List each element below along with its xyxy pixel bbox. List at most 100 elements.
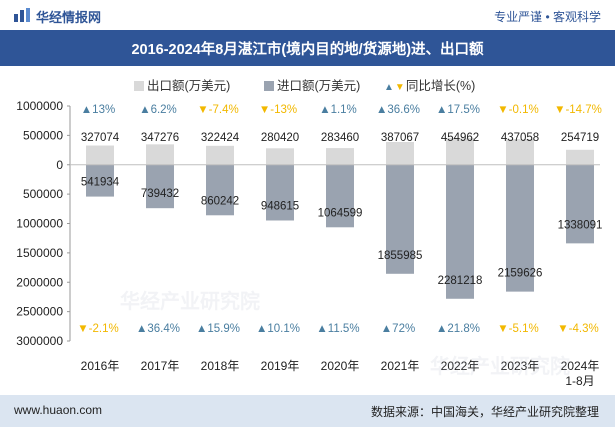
export-growth-label: ▼-13% xyxy=(259,104,297,116)
import-bar xyxy=(86,164,114,197)
export-value-label: 283460 xyxy=(321,132,359,144)
y-tick-label: 1500000 xyxy=(16,246,63,260)
export-value-label: 327074 xyxy=(81,132,120,144)
import-value-label: 2281218 xyxy=(438,275,483,287)
export-growth-label: ▲36.6% xyxy=(376,104,420,116)
x-tick-label-line: 2020年 xyxy=(321,359,360,373)
legend-import: 进口额(万美元) xyxy=(264,75,360,94)
legend-export-label: 出口额(万美元) xyxy=(147,79,231,93)
x-tick-label-line: 2018年 xyxy=(201,359,240,373)
import-value-label: 1855985 xyxy=(378,250,423,262)
title-bar xyxy=(0,30,615,66)
x-tick-label-line: 2019年 xyxy=(261,359,300,373)
tagline: 专业严谨 • 客观科学 xyxy=(494,10,601,24)
import-value-label: 739432 xyxy=(141,188,179,200)
export-bar xyxy=(506,139,534,165)
y-tick-label: 500000 xyxy=(23,128,63,142)
legend: 出口额(万美元) 进口额(万美元) ▲▼同比增长(%) xyxy=(0,74,615,94)
x-tick-label-line: 2016年 xyxy=(81,359,120,373)
import-value-label: 541934 xyxy=(81,177,120,189)
y-tick-label: 2000000 xyxy=(16,275,63,289)
x-tick-label-line: 2023年 xyxy=(501,359,540,373)
x-tick-label: 2024年 1-8月 xyxy=(561,359,600,388)
export-value-label: 437058 xyxy=(501,132,539,144)
y-tick-label: 500000 xyxy=(23,187,63,201)
x-tick-label-line: 1-8月 xyxy=(565,374,594,388)
legend-growth-label: 同比增长(%) xyxy=(405,79,476,93)
x-tick-label: 2019年 xyxy=(261,359,300,373)
export-bar xyxy=(326,148,354,165)
up-triangle-icon: ▲ xyxy=(384,82,394,93)
x-tick-label: 2016年 xyxy=(81,359,120,373)
x-tick-label-line: 2017年 xyxy=(141,359,180,373)
y-tick-label: 0 xyxy=(56,158,63,172)
chart-title: 2016-2024年8月湛江市(境内目的地/货源地)进、出口额 xyxy=(131,42,484,58)
export-growth-label: ▲13% xyxy=(81,104,115,116)
export-growth-label: ▼-14.7% xyxy=(554,104,602,116)
export-value-label: 387067 xyxy=(381,132,419,144)
chart-area: 1000000 500000 0 500000 1000000 1500000 200000… xyxy=(16,99,603,388)
logo-text[interactable]: 华经情报网 xyxy=(36,10,102,25)
x-tick-label: 2021年 xyxy=(381,359,420,373)
down-triangle-icon: ▼ xyxy=(394,82,405,93)
import-value-label: 1338091 xyxy=(558,219,603,231)
legend-export: 出口额(万美元) xyxy=(134,75,230,94)
export-value-label: 454962 xyxy=(441,132,479,144)
x-tick-label-line: 2022年 xyxy=(441,359,480,373)
export-bar xyxy=(146,144,174,165)
x-tick-label: 2017年 xyxy=(141,359,180,373)
export-growth-label: ▲6.2% xyxy=(139,104,177,116)
export-growth-label: ▲1.1% xyxy=(319,104,357,116)
huajing-logo-icon xyxy=(14,8,30,22)
y-tick-label: 1000000 xyxy=(16,99,63,113)
export-value-label: 347276 xyxy=(141,132,179,144)
import-bar xyxy=(206,164,234,216)
import-growth-label: ▲72% xyxy=(381,323,415,335)
x-tick-label-line: 2024年 xyxy=(561,359,600,373)
export-bar xyxy=(386,142,414,165)
import-bar xyxy=(386,164,414,274)
x-tick-label-line: 2021年 xyxy=(381,359,420,373)
export-bar xyxy=(446,138,474,165)
import-growth-label: ▼-2.1% xyxy=(77,323,118,335)
import-growth-label: ▲36.4% xyxy=(136,323,180,335)
import-bar xyxy=(566,164,594,244)
legend-import-label: 进口额(万美元) xyxy=(277,79,361,93)
export-bar xyxy=(266,148,294,165)
import-value-label: 860242 xyxy=(201,195,239,207)
import-value-label: 2159626 xyxy=(498,268,543,280)
export-value-label: 322424 xyxy=(201,132,240,144)
export-bar xyxy=(86,145,114,165)
y-tick-label: 2500000 xyxy=(16,305,63,319)
export-growth-label: ▼-0.1% xyxy=(497,104,538,116)
import-bar xyxy=(266,164,294,221)
import-growth-label: ▲11.5% xyxy=(316,323,359,335)
x-tick-label: 2018年 xyxy=(201,359,240,373)
x-tick-label: 2020年 xyxy=(321,359,360,373)
export-growth-label: ▲17.5% xyxy=(436,104,480,116)
import-bar xyxy=(446,164,474,299)
export-bar xyxy=(206,145,234,165)
export-bar xyxy=(566,149,594,165)
export-swatch xyxy=(134,81,144,91)
export-value-label: 254719 xyxy=(561,132,599,144)
footer xyxy=(0,395,615,427)
x-tick-label: 2022年 xyxy=(441,359,480,373)
y-tick-label: 3000000 xyxy=(16,334,63,348)
import-bar xyxy=(146,164,174,209)
footer-website[interactable]: www.huaon.com xyxy=(14,403,103,417)
header: 华经情报网 专业严谨 • 客观科学 xyxy=(0,0,615,30)
import-bar xyxy=(506,164,534,292)
import-growth-label: ▼-5.1% xyxy=(497,323,538,335)
import-growth-label: ▲10.1% xyxy=(256,323,300,335)
footer-source: 数据来源：中国海关，华经产业研究院整理 xyxy=(370,405,599,419)
import-growth-label: ▲21.8% xyxy=(436,323,480,335)
import-value-label: 1064599 xyxy=(318,207,363,219)
import-swatch xyxy=(264,81,274,91)
export-value-label: 280420 xyxy=(261,132,299,144)
import-bar xyxy=(326,164,354,228)
export-growth-label: ▼-7.4% xyxy=(197,104,238,116)
import-value-label: 948615 xyxy=(261,200,299,212)
import-growth-label: ▲15.9% xyxy=(196,323,240,335)
import-growth-label: ▼-4.3% xyxy=(557,323,598,335)
